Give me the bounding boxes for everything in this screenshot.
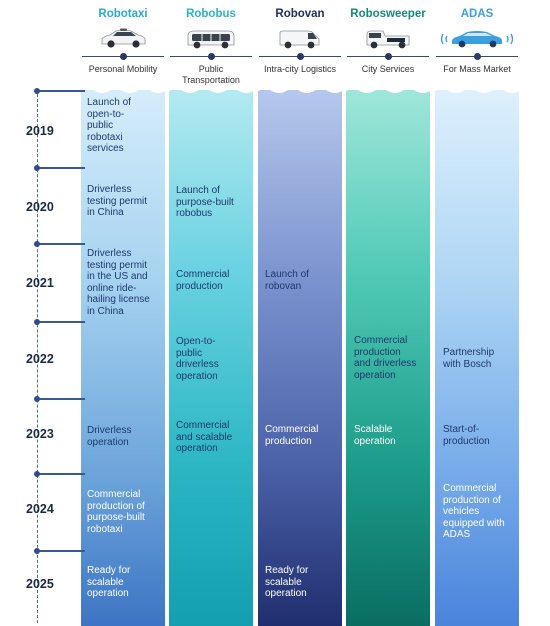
wave-decoration bbox=[258, 87, 342, 93]
column-robosweeper bbox=[346, 87, 430, 626]
category-title: Robosweeper bbox=[350, 8, 426, 20]
category-subtitle: Intra-city Logistics bbox=[263, 64, 337, 74]
timeline-dot bbox=[34, 319, 40, 325]
milestone-robotaxi-2019: Launch of open-to- public robotaxi servi… bbox=[87, 97, 131, 154]
category-subtitle: City Services bbox=[361, 64, 415, 74]
column-robotaxi bbox=[81, 87, 165, 626]
milestone-robosweeper-2022: Commercial production and driverless ope… bbox=[354, 335, 417, 381]
category-title: Robotaxi bbox=[98, 8, 148, 20]
header-robotaxi: Robotaxi Personal Mobility bbox=[78, 0, 168, 78]
timeline-dot bbox=[34, 471, 40, 477]
header-adas: ADAS For Mass Market bbox=[432, 0, 522, 78]
milestone-robobus-2023: Commercial and scalable operation bbox=[176, 420, 233, 454]
robotaxi-car-icon bbox=[101, 28, 146, 48]
milestone-robovan-2023: Commercial production bbox=[265, 424, 319, 447]
year-divider bbox=[37, 90, 85, 92]
header-dot bbox=[119, 52, 127, 60]
column-robobus bbox=[169, 87, 253, 626]
header-robovan: Robovan Intra-city Logistics bbox=[255, 0, 345, 78]
category-title: Robovan bbox=[275, 8, 325, 20]
robovan-icon bbox=[279, 30, 320, 49]
year-divider bbox=[37, 321, 85, 323]
year-label: 2022 bbox=[26, 352, 54, 366]
header-dot bbox=[296, 52, 304, 60]
milestone-robovan-2021: Launch of robovan bbox=[265, 269, 309, 292]
wave-decoration bbox=[169, 87, 253, 93]
milestone-robotaxi-2024: Commercial production of purpose-built r… bbox=[87, 489, 145, 535]
category-subtitle: Public Transportation bbox=[182, 64, 240, 85]
year-label: 2020 bbox=[26, 200, 54, 214]
year-divider bbox=[37, 473, 85, 475]
timeline-dot bbox=[34, 165, 40, 171]
year-label: 2021 bbox=[26, 276, 54, 290]
header-robobus: Robobus Public Transportation bbox=[166, 0, 256, 85]
year-label: 2024 bbox=[26, 502, 54, 516]
header-robosweeper: Robosweeper City Services bbox=[343, 0, 433, 78]
milestone-robobus-2022: Open-to- public driverless operation bbox=[176, 336, 219, 382]
header-dot bbox=[473, 52, 481, 60]
year-label: 2025 bbox=[26, 577, 54, 591]
wave-decoration bbox=[346, 87, 430, 93]
column-robovan bbox=[258, 87, 342, 626]
robosweeper-icon bbox=[366, 30, 410, 49]
milestone-robobus-2020: Launch of purpose-built robobus bbox=[176, 185, 234, 219]
year-divider bbox=[37, 243, 85, 245]
milestone-robotaxi-2020: Driverless testing permit in China bbox=[87, 184, 148, 218]
timeline-dot bbox=[34, 88, 40, 94]
robobus-icon bbox=[187, 30, 235, 49]
category-subtitle: Personal Mobility bbox=[88, 64, 158, 74]
category-title: Robobus bbox=[186, 8, 236, 20]
milestone-robotaxi-2025: Ready for scalable operation bbox=[87, 565, 131, 599]
milestone-robovan-2025: Ready for scalable operation bbox=[265, 565, 309, 599]
year-divider bbox=[37, 167, 85, 169]
milestone-adas-2022: Partnership with Bosch bbox=[443, 347, 495, 370]
timeline-axis bbox=[37, 89, 38, 623]
wave-decoration bbox=[81, 87, 165, 93]
timeline-dot bbox=[34, 548, 40, 554]
year-divider bbox=[37, 550, 85, 552]
header-dot bbox=[207, 52, 215, 60]
milestone-adas-2023: Start-of- production bbox=[443, 424, 490, 447]
column-adas bbox=[435, 87, 519, 626]
milestone-robotaxi-2023: Driverless operation bbox=[87, 425, 132, 448]
header-dot bbox=[384, 52, 392, 60]
milestone-robosweeper-2023: Scalable operation bbox=[354, 424, 396, 447]
year-label: 2019 bbox=[26, 124, 54, 138]
wave-decoration bbox=[435, 87, 519, 93]
milestone-robobus-2021: Commercial production bbox=[176, 269, 230, 292]
year-divider bbox=[37, 398, 85, 400]
milestone-robotaxi-2021: Driverless testing permit in the US and … bbox=[87, 248, 150, 317]
year-label: 2023 bbox=[26, 427, 54, 441]
adas-car-icon bbox=[440, 31, 514, 48]
timeline-dot bbox=[34, 241, 40, 247]
category-subtitle: For Mass Market bbox=[443, 64, 511, 74]
category-title: ADAS bbox=[460, 8, 494, 20]
timeline-dot bbox=[34, 396, 40, 402]
milestone-adas-2024: Commercial production of vehicles equipp… bbox=[443, 483, 505, 540]
